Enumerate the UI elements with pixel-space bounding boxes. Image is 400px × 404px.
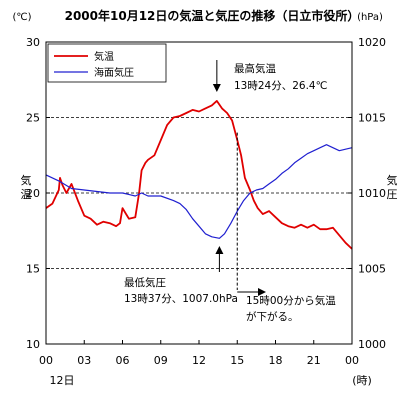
annotation-arrowhead-max-temp <box>212 84 221 92</box>
annotation-arrowhead-15h <box>258 288 266 296</box>
series-line-temperature <box>45 100 353 250</box>
right-tick-label: 1010 <box>358 187 386 200</box>
x-tick-label: 15 <box>230 354 244 367</box>
legend-entry: 海面気圧 <box>94 66 134 79</box>
legend-box <box>47 43 167 83</box>
annotation-min-pressure-value: 13時37分、1007.0hPa <box>124 293 238 305</box>
annotation-temp-drop-line1: 15時00分から気温 <box>246 294 336 307</box>
right-unit-label: (hPa) <box>357 12 383 23</box>
left-tick-label: 15 <box>26 263 40 276</box>
annotation-max-temp-value: 13時24分、26.4℃ <box>234 80 327 92</box>
left-tick-label: 25 <box>26 112 40 125</box>
x-unit-label: (時) <box>352 374 372 387</box>
chart-title: 2000年10月12日の気温と気圧の推移（日立市役所） <box>65 8 360 23</box>
annotation-arrowhead-min-pressure <box>215 246 224 254</box>
x-tick-label: 21 <box>307 354 321 367</box>
x-tick-label: 03 <box>77 354 91 367</box>
x-tick-label: 18 <box>269 354 283 367</box>
annotation-min-pressure-title: 最低気圧 <box>124 276 166 289</box>
annotation-max-temp-title: 最高気温 <box>234 62 276 75</box>
x-tick-label: 00 <box>345 354 359 367</box>
x-tick-label: 09 <box>154 354 168 367</box>
left-axis-label-char: 気 <box>21 173 32 187</box>
right-axis-label-char: 圧 <box>387 188 398 201</box>
x-sublabel: 12日 <box>50 374 75 387</box>
x-tick-label: 06 <box>116 354 130 367</box>
right-tick-label: 1015 <box>358 112 386 125</box>
right-tick-label: 1020 <box>358 36 386 49</box>
x-tick-label: 12 <box>192 354 206 367</box>
series-line-pressure <box>45 144 353 239</box>
right-tick-label: 1000 <box>358 338 386 351</box>
left-unit-label: (℃) <box>12 12 31 23</box>
legend-entry: 気温 <box>94 50 114 63</box>
left-tick-label: 30 <box>26 36 40 49</box>
annotation-temp-drop-line2: が下がる。 <box>246 310 299 323</box>
right-tick-label: 1005 <box>358 263 386 276</box>
annotation-layer: 最高気温 13時24分、26.4℃ 最低気圧 13時37分、1007.0hPa 15時0… <box>124 60 336 323</box>
right-axis-label-char: 気 <box>387 173 398 187</box>
x-tick-label: 00 <box>39 354 53 367</box>
left-axis-label-char: 温 <box>21 188 32 201</box>
grid-layer <box>46 117 352 269</box>
left-tick-label: 20 <box>26 187 40 200</box>
series-layer <box>45 100 353 250</box>
left-tick-label: 10 <box>26 338 40 351</box>
